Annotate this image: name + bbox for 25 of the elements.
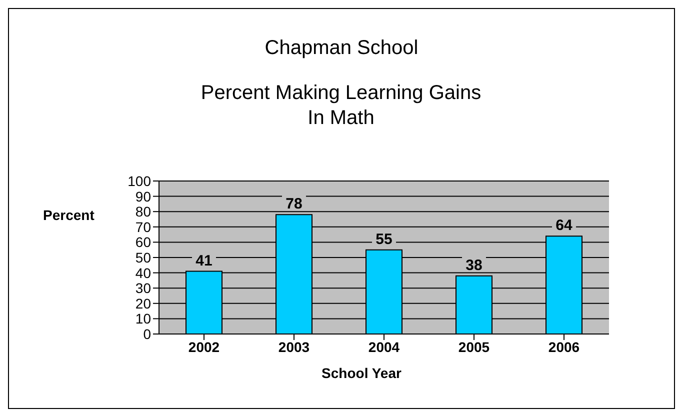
y-axis-title: Percent [43, 207, 94, 223]
y-tick-label: 90 [135, 188, 152, 204]
data-label: 64 [556, 217, 573, 234]
y-tick-label: 100 [128, 172, 152, 189]
y-tick-label: 50 [135, 249, 152, 266]
chart-title: Chapman School [264, 37, 420, 60]
y-tick-label: 0 [143, 326, 152, 342]
data-label: 55 [376, 230, 392, 248]
y-tick-label: 80 [135, 204, 152, 220]
x-tick-label: 2002 [188, 338, 220, 355]
chart-subtitle: Percent Making Learning Gains In Math [200, 81, 482, 131]
y-tick-label: 20 [135, 295, 152, 312]
data-label: 38 [466, 256, 482, 274]
y-tick-label: 70 [135, 218, 152, 235]
x-tick-label: 2004 [368, 338, 400, 355]
x-axis-title: School Year [320, 365, 402, 381]
x-tick-label: 2003 [278, 338, 310, 355]
x-tick-label: 2005 [458, 338, 490, 355]
y-tick-label: 60 [135, 234, 152, 250]
y-tick-label: 10 [135, 310, 152, 327]
y-tick-label: 30 [135, 280, 152, 296]
data-label: 78 [286, 196, 302, 213]
data-label: 41 [196, 252, 212, 270]
y-tick-label: 40 [135, 264, 152, 281]
x-tick-label: 2006 [548, 338, 580, 355]
